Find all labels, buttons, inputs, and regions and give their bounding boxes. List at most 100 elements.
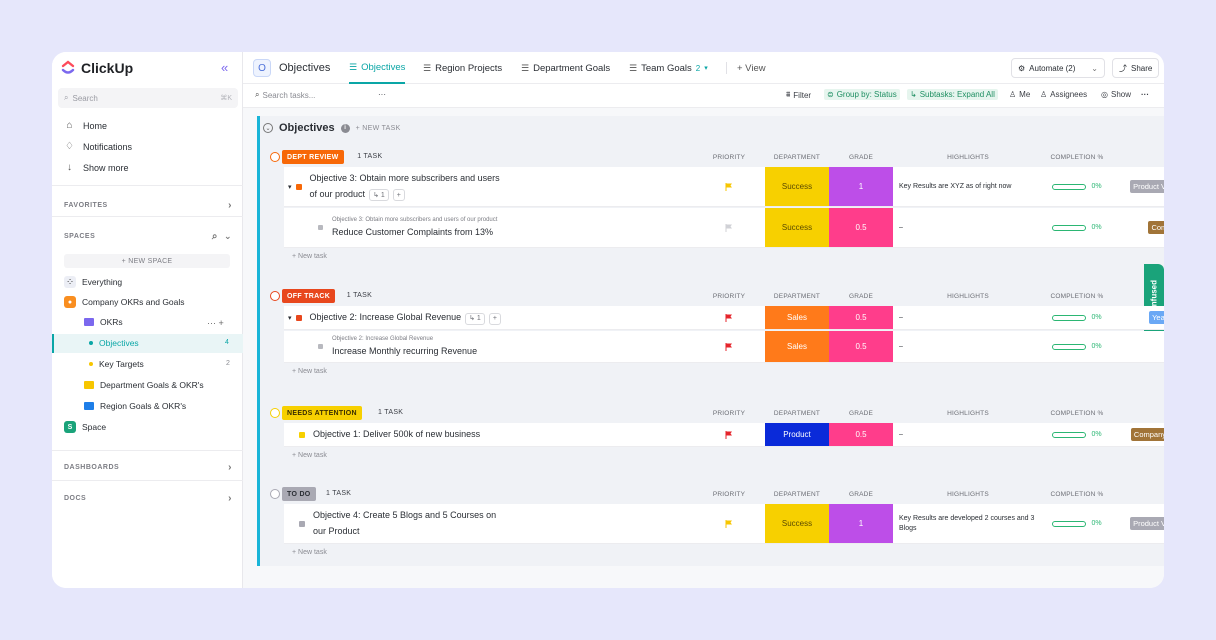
highlights-cell[interactable]: –	[899, 430, 903, 438]
column-header-grade[interactable]: GRADE	[848, 154, 874, 161]
column-header-play[interactable]: PLAY CATEGORY	[1111, 293, 1164, 300]
sidebar-item-home[interactable]: ⌂ Home	[64, 120, 107, 131]
column-header-department[interactable]: DEPARTMENT	[773, 491, 821, 498]
info-icon[interactable]: i	[340, 123, 350, 133]
add-subtask-icon[interactable]: +	[392, 189, 405, 202]
task-name[interactable]: Objective 4: Create 5 Blogs and 5 Course…	[288, 504, 518, 543]
search-spaces-icon[interactable]: ⌕	[211, 231, 218, 242]
play-category-tag[interactable]: Company Vision and Strategy	[1130, 428, 1164, 441]
task-row[interactable]: ▾ Objective 2: Increase Global Revenue ↳ 1…	[284, 306, 1164, 330]
column-header-highlights[interactable]: HIGHLIGHTS	[947, 410, 989, 417]
share-button[interactable]: ⤴ Share	[1112, 58, 1160, 78]
task-name[interactable]: ▾ Objective 2: Increase Global Revenue ↳ 1…	[288, 306, 518, 329]
spaces-section[interactable]: SPACES ⌕ ⌄	[64, 231, 232, 242]
column-header-priority[interactable]: PRIORITY	[712, 293, 746, 300]
sidebar-list-key-targets[interactable]: Key Targets	[89, 359, 144, 369]
status-square-icon[interactable]	[299, 520, 305, 527]
new-space-button[interactable]: + NEW SPACE	[64, 254, 230, 268]
collapse-group-icon[interactable]: ⌄	[263, 123, 273, 133]
sidebar-list-objectives[interactable]: Objectives	[89, 338, 139, 348]
caret-down-icon[interactable]: ▾	[288, 314, 292, 322]
column-header-highlights[interactable]: HIGHLIGHTS	[947, 154, 989, 161]
new-task-button[interactable]: + New task	[292, 452, 327, 459]
department-cell[interactable]: Success	[765, 208, 829, 247]
status-pill[interactable]: NEEDS ATTENTION	[282, 406, 362, 420]
new-task-button[interactable]: + New task	[292, 368, 327, 375]
priority-cell[interactable]	[709, 331, 749, 362]
highlights-cell[interactable]: –	[899, 223, 903, 231]
clickup-logo[interactable]: ClickUp	[60, 60, 133, 76]
column-header-play[interactable]: PLAY CATEGORY	[1111, 410, 1164, 417]
column-header-priority[interactable]: PRIORITY	[712, 410, 746, 417]
play-category-cell[interactable]: Product Vision and StrategyShort term	[1111, 504, 1164, 543]
favorites-section[interactable]: FAVORITES ›	[64, 200, 232, 211]
task-search-input[interactable]: ⌕ Search tasks...	[255, 90, 315, 100]
collapse-sidebar-icon[interactable]: «	[221, 60, 229, 75]
chevron-down-icon[interactable]: ⌄	[223, 231, 232, 241]
priority-cell[interactable]	[709, 423, 749, 446]
play-category-tag[interactable]: Yearly OKR Sets	[1149, 311, 1164, 324]
new-task-button[interactable]: + NEW TASK	[355, 124, 401, 132]
column-header-grade[interactable]: GRADE	[848, 293, 874, 300]
play-category-cell[interactable]: Product Vision and StrategyShort term	[1111, 167, 1164, 206]
more-options-icon[interactable]: ···	[1141, 90, 1149, 99]
task-row[interactable]: Objective 4: Create 5 Blogs and 5 Course…	[284, 504, 1164, 544]
subtask-row[interactable]: Objective 2: Increase Global Revenue Incr…	[284, 331, 1164, 363]
play-category-tag[interactable]: Company Vision and Strategy	[1148, 221, 1164, 234]
automate-button[interactable]: ⚙ Automate (2) ⌄	[1011, 58, 1105, 78]
column-header-play[interactable]: PLAY CATEGORY	[1111, 154, 1164, 161]
task-row[interactable]: Objective 1: Deliver 500k of new busines…	[284, 423, 1164, 447]
play-category-cell[interactable]: –	[1111, 331, 1164, 362]
collapse-group-icon[interactable]	[270, 291, 280, 301]
priority-cell[interactable]	[709, 306, 749, 329]
task-name[interactable]: Objective 1: Deliver 500k of new busines…	[288, 423, 518, 446]
status-pill[interactable]: DEPT REVIEW	[282, 150, 344, 164]
grade-cell[interactable]: 1	[829, 504, 893, 543]
new-task-button[interactable]: + New task	[292, 549, 327, 556]
collapse-group-icon[interactable]	[270, 408, 280, 418]
new-task-button[interactable]: + New task	[292, 253, 327, 260]
column-header-grade[interactable]: GRADE	[848, 410, 874, 417]
status-pill[interactable]: OFF TRACK	[282, 289, 336, 303]
column-header-priority[interactable]: PRIORITY	[712, 491, 746, 498]
group-by-button[interactable]: ⊜ Group by: Status	[824, 89, 900, 100]
task-row[interactable]: ▾ Objective 3: Obtain more subscribers an…	[284, 167, 1164, 207]
highlights-cell[interactable]: Key Results are developed 2 courses and …	[899, 514, 1035, 532]
play-category-tag[interactable]: Product Vision and Strategy	[1130, 180, 1164, 193]
add-subtask-icon[interactable]: +	[488, 312, 501, 325]
assignees-button[interactable]: ♙ Assignees	[1040, 90, 1087, 99]
column-header-completion[interactable]: COMPLETION %	[1050, 293, 1104, 300]
column-header-highlights[interactable]: HIGHLIGHTS	[947, 491, 989, 498]
task-name[interactable]: ▾ Objective 3: Obtain more subscribers an…	[288, 167, 518, 206]
highlights-cell[interactable]: Key Results are XYZ as of right now	[899, 182, 1012, 190]
column-header-grade[interactable]: GRADE	[848, 491, 874, 498]
sidebar-item-space[interactable]: S Space	[64, 421, 106, 433]
department-cell[interactable]: Sales	[765, 331, 829, 362]
status-square-icon[interactable]	[295, 314, 302, 321]
add-view-button[interactable]: + View	[737, 62, 766, 74]
status-square-icon[interactable]	[318, 344, 323, 349]
grade-cell[interactable]: 0.5	[829, 423, 893, 446]
list-title[interactable]: O Objectives	[253, 52, 330, 84]
collapse-group-icon[interactable]	[270, 152, 280, 162]
priority-cell[interactable]	[709, 504, 749, 543]
task-name[interactable]: Objective 3: Obtain more subscribers and…	[318, 208, 548, 247]
grade-cell[interactable]: 0.5	[829, 306, 893, 329]
play-category-cell[interactable]: Company Vision and StrategyMidterm	[1111, 423, 1164, 446]
me-filter-button[interactable]: ♙ Me	[1009, 90, 1030, 99]
sidebar-search-input[interactable]: ⌕ Search ⌘K	[58, 88, 238, 108]
status-square-icon[interactable]	[318, 225, 323, 230]
more-options-icon[interactable]: ··· +	[207, 318, 224, 328]
play-category-tag[interactable]: Product Vision and Strategy	[1130, 517, 1164, 530]
column-header-play[interactable]: PLAY CATEGORY	[1111, 491, 1164, 498]
column-header-department[interactable]: DEPARTMENT	[773, 293, 821, 300]
column-header-completion[interactable]: COMPLETION %	[1050, 154, 1104, 161]
grade-cell[interactable]: 0.5	[829, 331, 893, 362]
search-options-icon[interactable]: ···	[378, 90, 386, 99]
priority-cell[interactable]	[709, 208, 749, 247]
column-header-department[interactable]: DEPARTMENT	[773, 410, 821, 417]
sidebar-item-space-okrs[interactable]: ● Company OKRs and Goals	[64, 296, 185, 308]
column-header-completion[interactable]: COMPLETION %	[1050, 410, 1104, 417]
task-name[interactable]: Objective 2: Increase Global Revenue Incr…	[318, 331, 548, 362]
column-header-highlights[interactable]: HIGHLIGHTS	[947, 293, 989, 300]
